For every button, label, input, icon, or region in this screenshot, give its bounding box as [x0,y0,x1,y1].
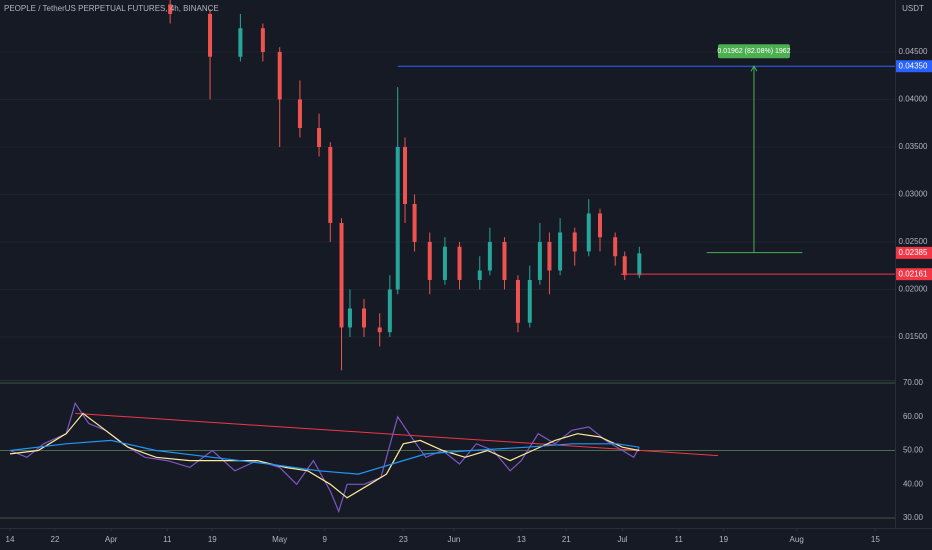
candle-body [598,213,603,238]
candle-body [502,241,507,280]
measure-label-box [717,44,790,59]
candle-body [442,246,447,280]
price-pane: 0.01962 (82.08%) 1962 [168,0,895,371]
candle-body [260,28,265,52]
candle-body [208,13,213,57]
candle-body [457,246,462,280]
candle-body [527,279,532,323]
last-price-label: 0.02385 [899,248,928,257]
candle-body [328,146,333,223]
candle-body [427,241,432,280]
x-tick-label: Aug [790,535,804,544]
y-tick-label: 0.02500 [899,237,928,246]
candle-body [377,327,382,333]
x-tick-label: May [272,535,287,544]
axis-unit: USDT [902,4,924,13]
candle-body [362,308,367,328]
x-tick-label: Apr [105,535,118,544]
y-tick-label: 0.03000 [899,190,928,199]
y-tick-label: 0.02000 [899,285,928,294]
x-tick-label: 15 [871,535,880,544]
x-tick-label: 13 [517,535,526,544]
x-tick-label: 21 [562,535,571,544]
candle-body [622,256,627,276]
chart-title: PEOPLE / TetherUS PERPETUAL FUTURES, 4h,… [4,4,219,13]
candle-body [572,232,577,252]
candle-body [613,237,618,257]
x-tick-label: 19 [719,535,728,544]
candle-body [168,4,173,14]
candle-body [637,253,642,276]
candle-body [586,213,591,252]
candle-body [387,289,392,333]
candle-body [403,146,408,204]
x-tick-label: 9 [322,535,327,544]
y-tick-label: 0.03500 [899,142,928,151]
measure-arrowhead [750,65,758,72]
y-tick-label: 30.00 [903,513,924,522]
x-tick-label: 11 [163,535,172,544]
y-tick-label: 60.00 [903,412,924,421]
x-tick-label: 11 [675,535,684,544]
rsi-pane [0,382,895,519]
y-tick-label: 70.00 [903,378,924,387]
x-tick-label: Jun [447,535,460,544]
rsi-line [9,439,640,475]
y-tick-label: 0.04000 [899,95,928,104]
candle-body [347,308,352,328]
y-tick-label: 40.00 [903,479,924,488]
axes: 0.01500 0.02000 0.02500 0.03000 0.03500 0.040… [6,47,932,544]
candle-body [477,270,482,280]
price-label: 0.04350 [899,61,928,70]
candle-body [487,241,492,271]
candle-body [395,146,400,290]
trendline [75,412,719,457]
x-tick-label: 22 [51,535,60,544]
y-tick-label: 0.04500 [899,47,928,56]
candle-body [412,203,417,242]
x-tick-label: 14 [6,535,15,544]
candle-body [558,232,563,271]
candle-body [515,279,520,323]
candle-body [537,241,542,280]
candle-body [277,51,282,100]
x-tick-label: Jul [617,535,627,544]
candle-body [547,241,552,271]
price-label-box [896,268,932,281]
candle-body [317,127,322,147]
price-label: 0.02161 [899,269,928,278]
candle-body [297,99,302,128]
y-tick-label: 0.01500 [899,332,928,341]
x-tick-label: 19 [208,535,217,544]
price-label-box [896,60,932,73]
candle-body [339,222,344,328]
candle-body [238,28,243,57]
x-tick-label: 23 [399,535,408,544]
last-price-box [896,246,932,259]
measure-label: 0.01962 (82.08%) 1962 [717,48,790,55]
y-tick-label: 50.00 [903,446,924,455]
